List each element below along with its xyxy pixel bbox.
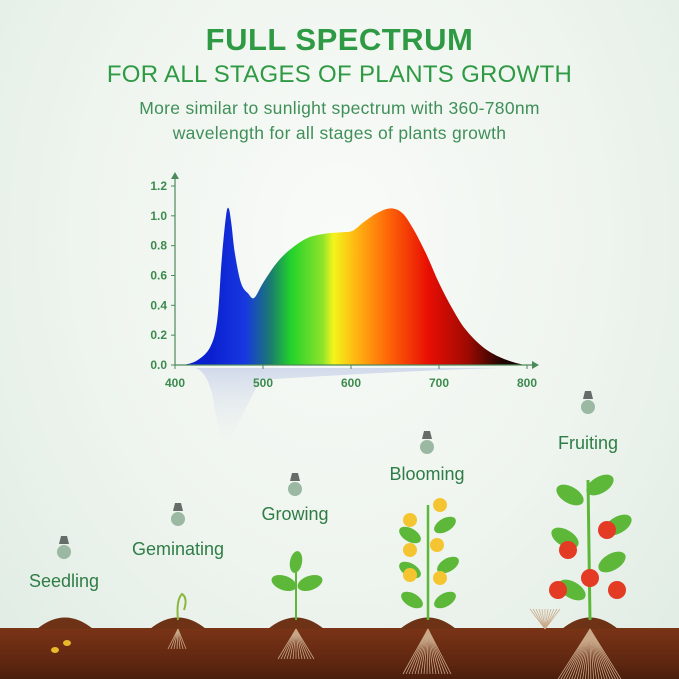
y-tick-label: 0.2 bbox=[150, 328, 167, 342]
page-subtitle: FOR ALL STAGES OF PLANTS GROWTH bbox=[106, 61, 573, 88]
root bbox=[571, 628, 591, 679]
bulb-icon bbox=[581, 391, 595, 414]
leaf bbox=[271, 574, 297, 592]
tomato bbox=[598, 521, 616, 539]
flower bbox=[433, 498, 447, 512]
root bbox=[167, 628, 179, 650]
y-tick-label: 1.0 bbox=[150, 209, 167, 223]
stage-label-seedling: Seedling bbox=[28, 571, 100, 591]
bulb-icon bbox=[57, 536, 71, 559]
leaf bbox=[297, 574, 323, 592]
spectrum-reflection bbox=[195, 368, 500, 450]
sprout bbox=[176, 592, 187, 621]
leaf bbox=[434, 516, 456, 534]
soil-mound bbox=[268, 617, 324, 629]
root bbox=[408, 628, 429, 675]
x-tick-label: 800 bbox=[517, 376, 537, 390]
y-tick-label: 0.6 bbox=[150, 269, 167, 283]
root bbox=[544, 608, 561, 630]
leaf bbox=[434, 591, 456, 609]
tomato bbox=[581, 569, 599, 587]
flower bbox=[433, 571, 447, 585]
stage-label-blooming: Blooming bbox=[389, 464, 465, 484]
flower bbox=[403, 513, 417, 527]
bulb-icon bbox=[288, 473, 302, 496]
seed bbox=[63, 640, 71, 646]
leaf bbox=[556, 484, 584, 506]
tomato bbox=[559, 541, 577, 559]
leaf bbox=[289, 551, 303, 573]
leaf bbox=[586, 474, 614, 496]
y-axis-arrow-icon bbox=[171, 172, 179, 179]
flower bbox=[403, 543, 417, 557]
x-tick-label: 400 bbox=[165, 376, 185, 390]
stem bbox=[586, 479, 592, 621]
tomato bbox=[549, 581, 567, 599]
soil-mound bbox=[37, 617, 93, 629]
seed bbox=[51, 647, 59, 653]
bulb-icon bbox=[171, 503, 185, 526]
stage-label-geminating: Geminating bbox=[131, 539, 225, 559]
tomato bbox=[608, 581, 626, 599]
root bbox=[544, 608, 552, 630]
root bbox=[427, 628, 452, 675]
description-line-2: wavelength for all stages of plants grow… bbox=[172, 123, 507, 143]
flower bbox=[430, 538, 444, 552]
plant-stages-illustration bbox=[37, 391, 632, 679]
y-tick-label: 1.2 bbox=[150, 179, 167, 193]
leaf bbox=[598, 551, 626, 573]
root bbox=[538, 608, 546, 630]
page-title: FULL SPECTRUM bbox=[205, 22, 474, 57]
y-tick-label: 0.4 bbox=[150, 298, 167, 312]
root bbox=[417, 628, 429, 675]
root bbox=[295, 628, 315, 660]
root bbox=[427, 628, 449, 675]
stage-label-fruiting: Fruiting bbox=[557, 433, 619, 453]
leaf bbox=[399, 526, 421, 544]
soil-mound bbox=[150, 617, 206, 629]
y-tick-label: 0.0 bbox=[150, 358, 167, 372]
leaf bbox=[437, 556, 459, 574]
leaf bbox=[401, 591, 423, 609]
stage-label-growing: Growing bbox=[261, 504, 329, 524]
x-tick-label: 600 bbox=[341, 376, 361, 390]
bulb-icon bbox=[420, 431, 434, 454]
spectrum-area bbox=[183, 207, 528, 365]
y-tick-label: 0.8 bbox=[150, 239, 167, 253]
x-axis-arrow-icon bbox=[532, 361, 539, 369]
flower bbox=[403, 568, 417, 582]
x-tick-label: 500 bbox=[253, 376, 273, 390]
root bbox=[177, 628, 187, 650]
x-tick-label: 700 bbox=[429, 376, 449, 390]
soil-mound bbox=[400, 617, 456, 629]
description-line-1: More similar to sunlight spectrum with 3… bbox=[139, 98, 540, 118]
soil-mound bbox=[562, 617, 618, 629]
